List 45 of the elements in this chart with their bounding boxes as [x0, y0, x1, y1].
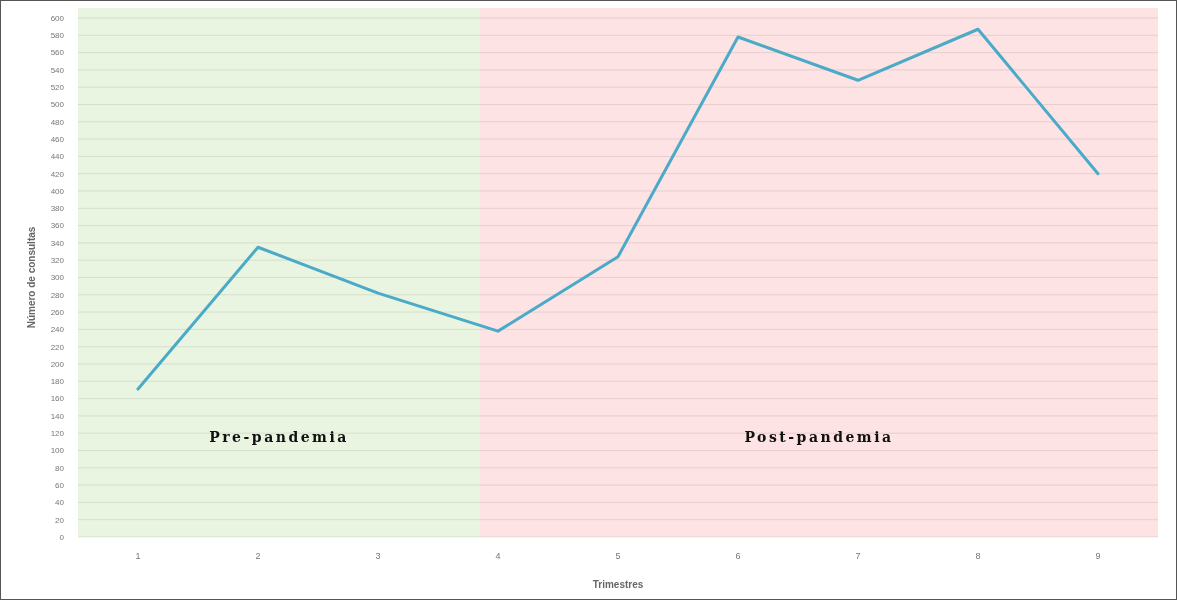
y-tick-label: 360 [50, 221, 65, 231]
x-tick-label: 9 [1095, 551, 1101, 561]
y-tick-label: 60 [55, 480, 65, 490]
y-tick-label: 480 [50, 117, 65, 127]
y-tick-label: 220 [50, 342, 65, 352]
y-tick-label: 160 [50, 394, 65, 404]
y-axis-title: Número de consultas [26, 226, 37, 329]
y-tick-label: 600 [50, 13, 65, 23]
y-tick-label: 140 [50, 411, 65, 421]
y-tick-label: 400 [50, 186, 65, 196]
x-tick-label: 5 [615, 551, 621, 561]
y-tick-label: 440 [50, 152, 65, 162]
y-tick-label: 20 [55, 515, 65, 525]
y-tick-label: 500 [50, 100, 65, 110]
x-tick-label: 8 [975, 551, 981, 561]
line-series [136, 27, 1100, 391]
y-tick-label: 380 [50, 204, 65, 214]
x-tick-label: 6 [735, 551, 741, 561]
y-tick-label: 280 [50, 290, 65, 300]
y-tick-label: 560 [50, 48, 65, 58]
y-tick-label: 540 [50, 65, 65, 75]
y-tick-label: 320 [50, 256, 65, 265]
y-tick-label: 580 [50, 31, 65, 41]
x-tick-label: 2 [255, 551, 261, 561]
y-tick-label: 460 [50, 134, 65, 144]
y-tick-label: 240 [50, 325, 65, 335]
x-axis-title: Trimestres [592, 579, 644, 590]
y-tick-label: 180 [50, 377, 65, 387]
y-tick-label: 80 [55, 463, 65, 473]
x-tick-label: 4 [495, 551, 501, 561]
y-tick-label: 100 [50, 446, 65, 456]
y-tick-label: 300 [50, 273, 65, 283]
x-tick-label: 7 [855, 551, 861, 561]
band-label: Pre-pandemia [209, 428, 349, 445]
y-tick-label: 260 [50, 307, 65, 317]
band-label: Post-pandemia [744, 428, 894, 445]
x-tick-label: 1 [135, 551, 141, 561]
y-tick-label: 520 [50, 83, 65, 92]
x-tick-label: 3 [375, 551, 381, 561]
y-tick-label: 200 [50, 359, 65, 369]
y-tick-label: 340 [50, 238, 65, 248]
y-tick-label: 120 [50, 429, 65, 438]
y-tick-label: 40 [55, 498, 65, 508]
y-tick-label: 0 [59, 532, 65, 542]
y-tick-label: 420 [50, 169, 65, 179]
